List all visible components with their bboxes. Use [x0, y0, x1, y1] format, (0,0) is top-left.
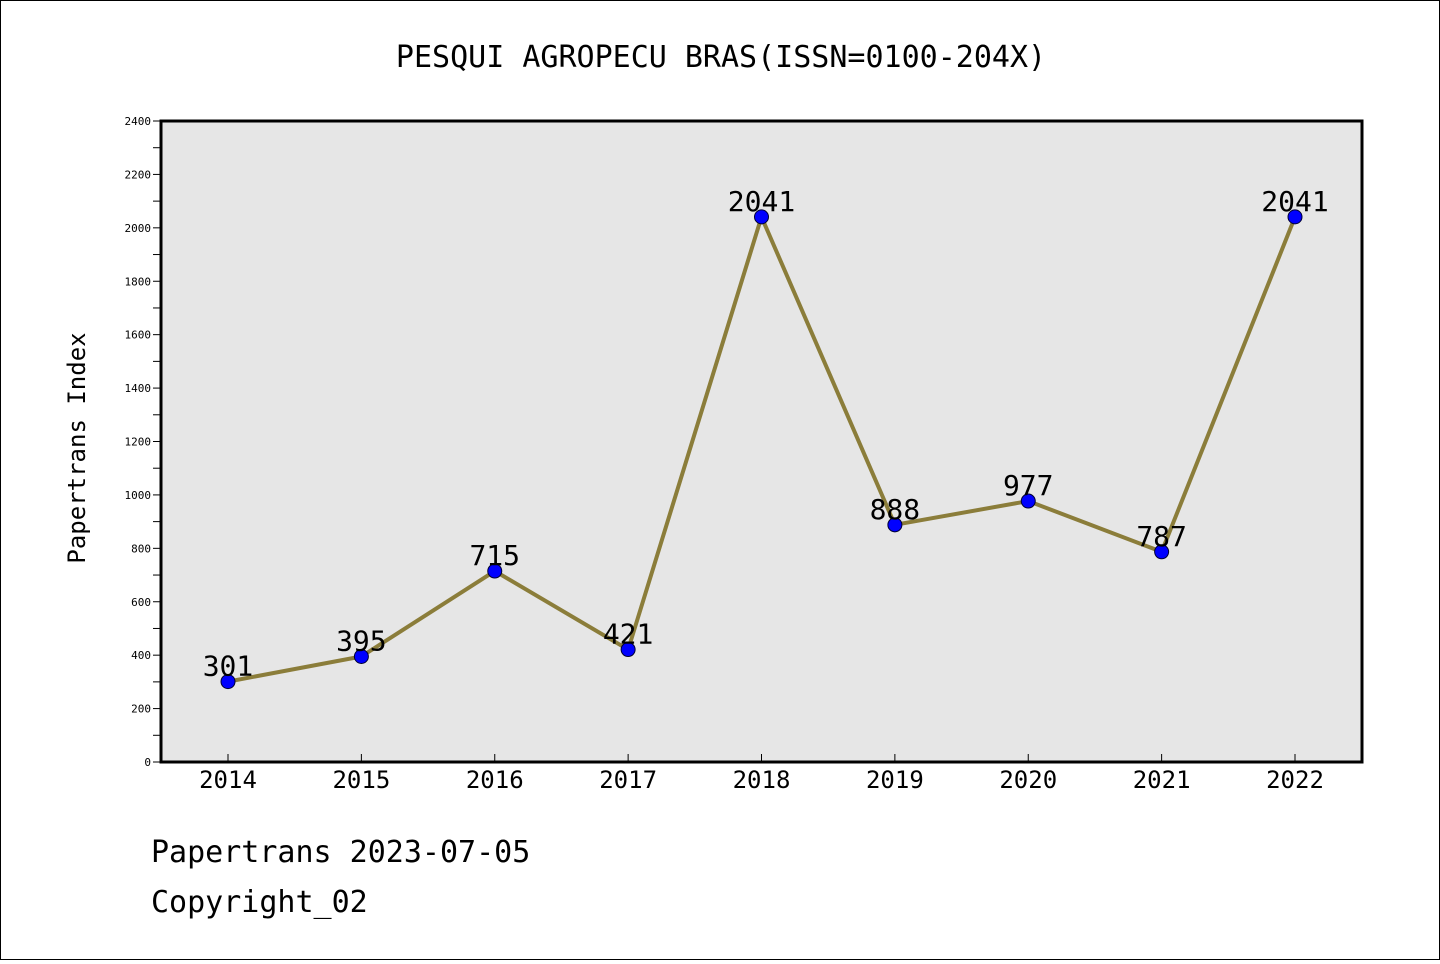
x-tick-label: 2019: [866, 766, 924, 794]
y-axis-label: Papertrans Index: [63, 332, 91, 563]
data-label: 787: [1136, 520, 1187, 553]
y-tick-label: 1000: [125, 489, 152, 502]
data-label: 421: [603, 618, 654, 651]
y-tick-label: 1200: [125, 436, 152, 449]
data-point: [754, 209, 769, 225]
data-point: [487, 563, 503, 579]
y-tick-label: 1400: [125, 382, 152, 395]
y-tick-label: 2000: [125, 222, 152, 235]
data-label: 977: [1003, 469, 1054, 502]
x-tick-label: 2021: [1133, 766, 1191, 794]
x-axis: 2014 2015 2016 2017 2018 2019 2020 2021 2022: [199, 754, 1324, 794]
data-label: 2041: [728, 185, 795, 218]
data-point: [1154, 544, 1170, 560]
series-layer: [220, 209, 1303, 690]
x-tick-label: 2016: [466, 766, 524, 794]
x-tick-label: 2020: [999, 766, 1057, 794]
y-tick-label: 2200: [125, 168, 152, 181]
data-label: 395: [336, 625, 387, 658]
data-point: [620, 642, 636, 658]
x-tick-label: 2022: [1266, 766, 1324, 794]
data-point: [220, 674, 236, 690]
footer-copyright: Copyright_02: [151, 885, 368, 920]
y-tick-label: 1800: [125, 275, 152, 288]
y-tick-label: 600: [131, 596, 151, 609]
y-tick-label: 2400: [125, 115, 152, 128]
data-point: [1287, 209, 1303, 225]
y-tick-label: 800: [131, 542, 151, 555]
x-tick-label: 2017: [599, 766, 657, 794]
y-tick-label: 200: [131, 703, 151, 716]
data-point: [353, 649, 369, 665]
data-point: [1020, 493, 1036, 509]
data-label: 888: [870, 493, 921, 526]
y-tick-label: 1600: [125, 329, 152, 342]
chart-title: PESQUI AGROPECU BRAS(ISSN=0100-204X): [396, 40, 1046, 75]
footer-date: Papertrans 2023-07-05: [151, 835, 531, 870]
data-label: 715: [469, 539, 520, 572]
data-label: 301: [203, 650, 254, 683]
y-axis: 0 200 400 600 800 1000 1200 1400 1600 1800 2000 220…: [125, 115, 161, 769]
y-tick-label: 400: [131, 649, 151, 662]
x-tick-label: 2014: [199, 766, 257, 794]
data-point: [887, 517, 903, 533]
data-label-layer: 301 395 715 421 2041 888 977 787 2041: [203, 185, 1329, 683]
x-tick-label: 2018: [733, 766, 791, 794]
data-label: 2041: [1261, 185, 1328, 218]
x-tick-label: 2015: [332, 766, 390, 794]
y-tick-label: 0: [144, 756, 151, 769]
